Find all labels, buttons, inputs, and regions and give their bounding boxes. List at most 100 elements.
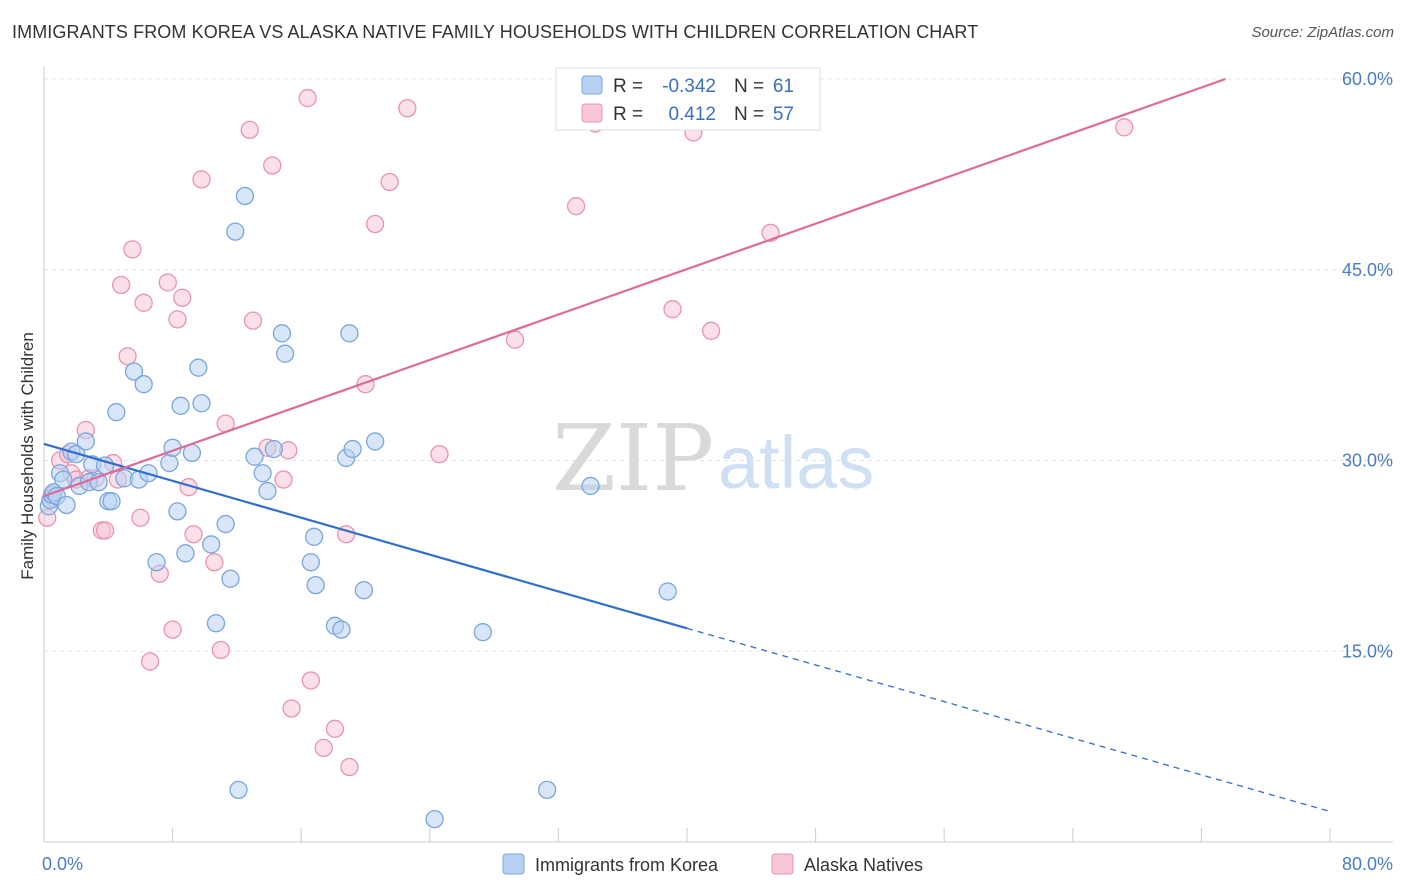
alaska-point-15 xyxy=(123,240,142,259)
alaska-point-46 xyxy=(398,99,417,118)
legend-r-value-korea: -0.342 xyxy=(662,76,716,97)
alaska-point-44 xyxy=(365,214,385,234)
series-legend-swatch-korea[interactable] xyxy=(502,853,525,875)
alaska-point-23 xyxy=(173,288,192,307)
korea-point-20 xyxy=(124,362,144,381)
y-tick-label-60: 60.0% xyxy=(1342,69,1393,89)
alaska-point-31 xyxy=(243,311,263,330)
alaska-point-20 xyxy=(158,273,177,292)
alaska-point-27 xyxy=(205,553,224,572)
korea-point-44 xyxy=(272,324,292,343)
korea-point-36 xyxy=(221,569,240,588)
alaska-point-16 xyxy=(131,508,150,527)
alaska-point-55 xyxy=(1115,118,1134,137)
korea-point-47 xyxy=(304,527,324,546)
correlation-legend: R = -0.342 N = 61 R = 0.412 N = 57 xyxy=(555,67,821,131)
korea-point-35 xyxy=(216,514,235,534)
korea-point-39 xyxy=(235,186,255,206)
alaska-point-45 xyxy=(380,172,399,192)
chart-title: IMMIGRANTS FROM KOREA VS ALASKA NATIVE F… xyxy=(12,22,979,42)
alaska-point-38 xyxy=(301,671,320,690)
korea-point-57 xyxy=(473,623,492,642)
korea-point-29 xyxy=(176,544,195,563)
korea-point-48 xyxy=(306,575,325,595)
series-legend-swatch-alaska[interactable] xyxy=(771,853,794,875)
y-axis-title: Family Households with Children xyxy=(18,332,37,580)
korea-point-45 xyxy=(275,344,295,363)
korea-point-56 xyxy=(425,809,444,829)
y-tick-label-15: 15.0% xyxy=(1342,641,1393,661)
alaska-point-34 xyxy=(274,470,293,489)
legend-n-label-alaska: N = xyxy=(734,104,764,125)
korea-point-60 xyxy=(658,582,677,601)
watermark: ZIP atlas xyxy=(552,405,874,512)
korea-points xyxy=(39,186,677,829)
alaska-point-53 xyxy=(701,321,721,340)
alaska-point-13 xyxy=(112,275,131,295)
korea-point-42 xyxy=(258,481,277,501)
alaska-trend-line xyxy=(43,77,1226,498)
y-tick-label-45: 45.0% xyxy=(1342,260,1393,280)
legend-r-value-alaska: 0.412 xyxy=(668,104,716,125)
legend-r-label-korea: R = xyxy=(613,76,643,97)
axes xyxy=(43,66,1393,843)
legend-swatch-alaska xyxy=(581,103,603,123)
alaska-point-28 xyxy=(211,640,230,660)
alaska-point-48 xyxy=(505,330,525,349)
legend-swatch-korea xyxy=(581,75,603,95)
korea-point-43 xyxy=(264,439,284,459)
alaska-point-14 xyxy=(118,347,137,366)
x-ticks xyxy=(43,828,1331,842)
korea-point-53 xyxy=(343,439,362,459)
legend-n-value-korea: 61 xyxy=(773,76,794,97)
korea-point-59 xyxy=(581,476,600,496)
series-legend-label-alaska[interactable]: Alaska Natives xyxy=(804,855,923,875)
korea-point-33 xyxy=(202,535,221,554)
korea-trend-line-extension xyxy=(686,627,1331,813)
korea-point-58 xyxy=(537,780,557,800)
alaska-point-17 xyxy=(134,293,153,312)
korea-point-11 xyxy=(76,432,95,451)
alaska-point-49 xyxy=(566,197,586,216)
alaska-point-30 xyxy=(240,120,259,140)
series-legend-label-korea[interactable]: Immigrants from Korea xyxy=(535,855,719,875)
alaska-point-33 xyxy=(263,156,282,175)
watermark-zip: ZIP xyxy=(552,405,714,512)
korea-point-55 xyxy=(365,432,385,451)
alaska-point-47 xyxy=(430,444,449,464)
alaska-point-36 xyxy=(282,699,301,718)
x-tick-label-min: 0.0% xyxy=(42,854,83,874)
korea-point-50 xyxy=(332,620,351,639)
alaska-point-40 xyxy=(325,719,345,738)
alaska-point-22 xyxy=(168,310,187,329)
y-tick-label-30: 30.0% xyxy=(1342,451,1393,471)
korea-point-27 xyxy=(168,502,187,521)
korea-trend-line xyxy=(43,442,688,630)
alaska-point-25 xyxy=(184,525,203,544)
korea-point-37 xyxy=(226,222,245,241)
alaska-point-37 xyxy=(298,88,317,108)
alaska-point-42 xyxy=(340,757,359,777)
x-tick-label-max: 80.0% xyxy=(1342,854,1393,874)
korea-point-6 xyxy=(54,470,73,489)
alaska-point-21 xyxy=(163,620,182,639)
korea-point-25 xyxy=(160,453,179,473)
korea-point-54 xyxy=(354,581,374,600)
korea-point-18 xyxy=(107,403,126,422)
korea-point-46 xyxy=(301,553,320,572)
legend-n-label-korea: N = xyxy=(734,76,764,97)
korea-point-32 xyxy=(192,394,211,413)
korea-point-41 xyxy=(253,464,272,483)
korea-point-24 xyxy=(147,553,166,572)
y-tick-labels: 15.0% 30.0% 45.0% 60.0% xyxy=(1342,69,1393,661)
korea-point-40 xyxy=(245,447,264,466)
series-legend: Immigrants from Korea Alaska Natives xyxy=(502,853,923,875)
korea-point-22 xyxy=(134,375,153,394)
gridlines xyxy=(44,78,1393,652)
korea-point-38 xyxy=(229,780,248,800)
alaska-point-39 xyxy=(314,738,333,758)
watermark-atlas: atlas xyxy=(718,421,874,504)
korea-point-28 xyxy=(171,396,190,415)
chart-source: Source: ZipAtlas.com xyxy=(1251,24,1394,41)
